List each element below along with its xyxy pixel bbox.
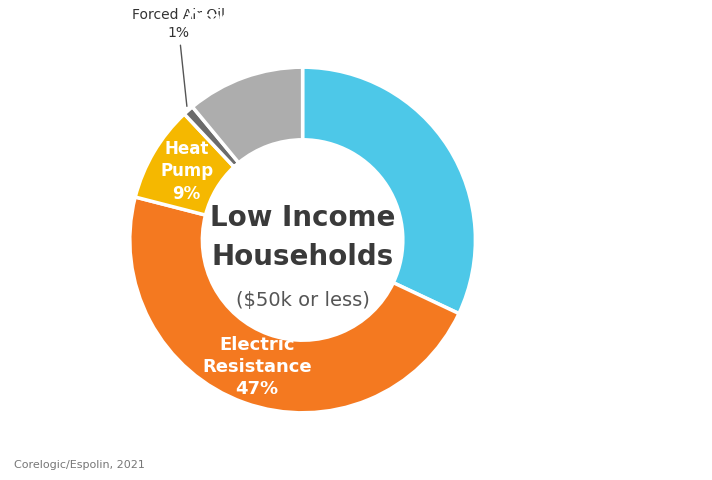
- Text: ($50k or less): ($50k or less): [236, 291, 370, 310]
- Wedge shape: [135, 114, 234, 215]
- Wedge shape: [192, 67, 303, 163]
- Text: Households: Households: [211, 243, 394, 271]
- Text: Forced Air Oil
1%: Forced Air Oil 1%: [132, 8, 225, 106]
- Text: Heat
Pump
9%: Heat Pump 9%: [160, 140, 213, 203]
- Wedge shape: [130, 197, 459, 413]
- Text: Low Income: Low Income: [210, 204, 395, 231]
- Text: Corelogic/Espolin, 2021: Corelogic/Espolin, 2021: [14, 460, 145, 470]
- Wedge shape: [184, 107, 239, 167]
- Text: Others or
unknown
11%: Others or unknown 11%: [187, 11, 276, 73]
- Text: Gas
Furnaces
32%: Gas Furnaces 32%: [439, 93, 530, 156]
- Wedge shape: [303, 67, 476, 313]
- Text: Electric
Resistance
47%: Electric Resistance 47%: [202, 336, 312, 398]
